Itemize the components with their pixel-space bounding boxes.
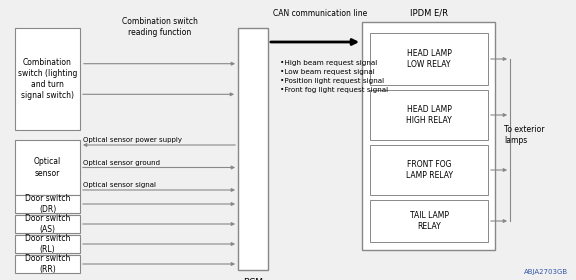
- Text: Combination
switch (lighting
and turn
signal switch): Combination switch (lighting and turn si…: [18, 58, 77, 100]
- Text: ABJA2703GB: ABJA2703GB: [524, 269, 568, 275]
- Text: Optical sensor power supply: Optical sensor power supply: [83, 137, 182, 143]
- Text: BCM: BCM: [243, 278, 263, 280]
- Text: Door switch
(DR): Door switch (DR): [25, 194, 70, 214]
- Bar: [370, 145, 488, 195]
- Bar: [370, 90, 488, 140]
- Bar: [15, 215, 80, 233]
- Text: Combination switch
reading function: Combination switch reading function: [122, 17, 198, 37]
- Text: HEAD LAMP
HIGH RELAY: HEAD LAMP HIGH RELAY: [406, 105, 452, 125]
- Bar: [15, 28, 80, 130]
- Text: Door switch
(AS): Door switch (AS): [25, 214, 70, 234]
- Text: IPDM E/R: IPDM E/R: [410, 9, 448, 18]
- Text: To exterior
lamps: To exterior lamps: [504, 125, 544, 145]
- Text: Door switch
(RL): Door switch (RL): [25, 234, 70, 254]
- Text: Optical
sensor: Optical sensor: [34, 157, 61, 178]
- Bar: [15, 235, 80, 253]
- Bar: [15, 255, 80, 273]
- Text: •High beam request signal
•Low beam request signal
•Position light request signa: •High beam request signal •Low beam requ…: [280, 60, 388, 93]
- Text: Door switch
(RR): Door switch (RR): [25, 254, 70, 274]
- Text: CAN communication line: CAN communication line: [273, 9, 367, 18]
- Text: FRONT FOG
LAMP RELAY: FRONT FOG LAMP RELAY: [406, 160, 453, 180]
- Text: Optical sensor ground: Optical sensor ground: [83, 160, 160, 165]
- Bar: [15, 195, 80, 213]
- Bar: [370, 33, 488, 85]
- Bar: [370, 200, 488, 242]
- Text: TAIL LAMP
RELAY: TAIL LAMP RELAY: [410, 211, 449, 231]
- Bar: [15, 140, 80, 195]
- Text: Optical sensor signal: Optical sensor signal: [83, 182, 156, 188]
- Bar: [238, 28, 268, 270]
- Text: HEAD LAMP
LOW RELAY: HEAD LAMP LOW RELAY: [407, 49, 452, 69]
- Bar: [362, 22, 495, 250]
